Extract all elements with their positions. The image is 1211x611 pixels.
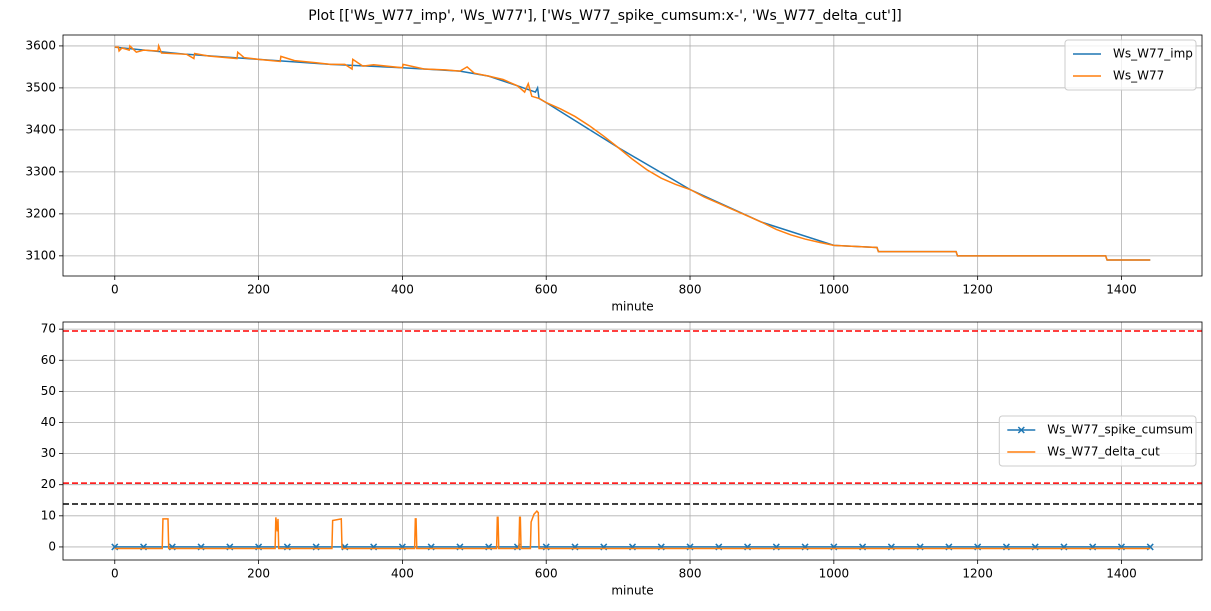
y-tick-label: 30 [41, 446, 56, 460]
y-tick-label: 3600 [25, 38, 56, 52]
x-tick-label: 200 [247, 283, 270, 297]
x-axis-label: minute [611, 300, 653, 314]
y-tick-label: 10 [41, 508, 56, 522]
y-tick-label: 20 [41, 477, 56, 491]
y-tick-label: 3100 [25, 248, 56, 262]
y-tick-label: 70 [41, 322, 56, 336]
series-line [114, 510, 1151, 550]
figure-title: Plot [['Ws_W77_imp', 'Ws_W77'], ['Ws_W77… [308, 8, 902, 24]
axes-frame [62, 321, 1203, 561]
x-tick-label: 600 [535, 283, 558, 297]
x-tick-label: 1000 [819, 567, 850, 581]
x-tick-label: 800 [679, 283, 702, 297]
legend-box [1064, 39, 1197, 91]
x-tick-label: 1200 [962, 283, 993, 297]
x-tick-label: 1400 [1106, 283, 1137, 297]
plot-area [63, 330, 1202, 551]
x-axis-label: minute [611, 584, 653, 598]
x-tick-label: 400 [391, 283, 414, 297]
y-tick-label: 40 [41, 415, 56, 429]
y-tick-label: 3500 [25, 80, 56, 94]
y-tick-label: 0 [48, 539, 56, 553]
x-tick-label: 800 [679, 567, 702, 581]
legend-box [998, 415, 1197, 467]
series-line [114, 46, 1151, 261]
x-tick-label: 1000 [819, 283, 850, 297]
y-tick-label: 3200 [25, 206, 56, 220]
y-tick-label: 50 [41, 384, 56, 398]
axes-frame [62, 34, 1203, 277]
y-tick-label: 3400 [25, 122, 56, 136]
x-tick-label: 200 [247, 567, 270, 581]
series-line [114, 43, 1151, 261]
x-tick-label: 0 [111, 567, 119, 581]
plot-area [114, 43, 1151, 261]
legend-label: Ws_W77_delta_cut [1047, 445, 1160, 459]
y-tick-label: 3300 [25, 164, 56, 178]
x-tick-label: 400 [391, 567, 414, 581]
legend-label: Ws_W77_imp [1113, 47, 1193, 61]
x-tick-label: 0 [111, 283, 119, 297]
x-tick-label: 600 [535, 567, 558, 581]
legend-marker [1017, 426, 1025, 434]
y-tick-label: 60 [41, 353, 56, 367]
legend-label: Ws_W77_spike_cumsum [1047, 423, 1193, 437]
x-tick-label: 1200 [962, 567, 993, 581]
legend-label: Ws_W77 [1113, 69, 1164, 83]
x-tick-label: 1400 [1106, 567, 1137, 581]
